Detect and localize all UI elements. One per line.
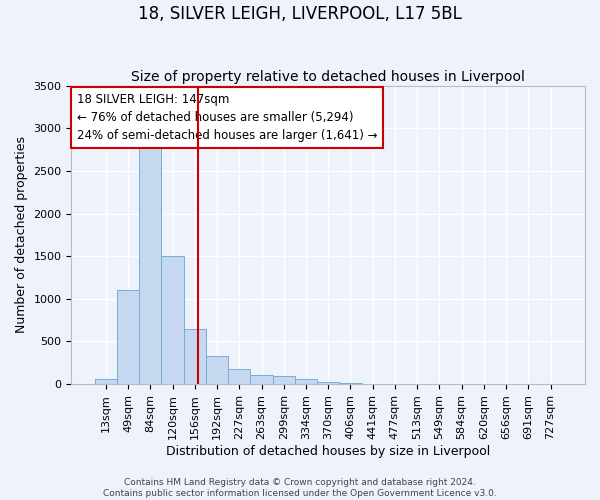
X-axis label: Distribution of detached houses by size in Liverpool: Distribution of detached houses by size … <box>166 444 490 458</box>
Bar <box>117 290 139 384</box>
Bar <box>272 376 295 384</box>
Bar <box>206 356 228 384</box>
Bar <box>317 382 340 384</box>
Text: 18 SILVER LEIGH: 147sqm
← 76% of detached houses are smaller (5,294)
24% of semi: 18 SILVER LEIGH: 147sqm ← 76% of detache… <box>77 93 377 142</box>
Bar <box>250 374 272 384</box>
Bar <box>228 369 250 384</box>
Bar <box>139 128 161 384</box>
Y-axis label: Number of detached properties: Number of detached properties <box>15 136 28 334</box>
Title: Size of property relative to detached houses in Liverpool: Size of property relative to detached ho… <box>131 70 525 85</box>
Bar <box>161 256 184 384</box>
Bar <box>95 380 117 384</box>
Text: Contains HM Land Registry data © Crown copyright and database right 2024.
Contai: Contains HM Land Registry data © Crown c… <box>103 478 497 498</box>
Bar <box>184 328 206 384</box>
Text: 18, SILVER LEIGH, LIVERPOOL, L17 5BL: 18, SILVER LEIGH, LIVERPOOL, L17 5BL <box>138 5 462 23</box>
Bar <box>295 379 317 384</box>
Bar <box>340 383 362 384</box>
